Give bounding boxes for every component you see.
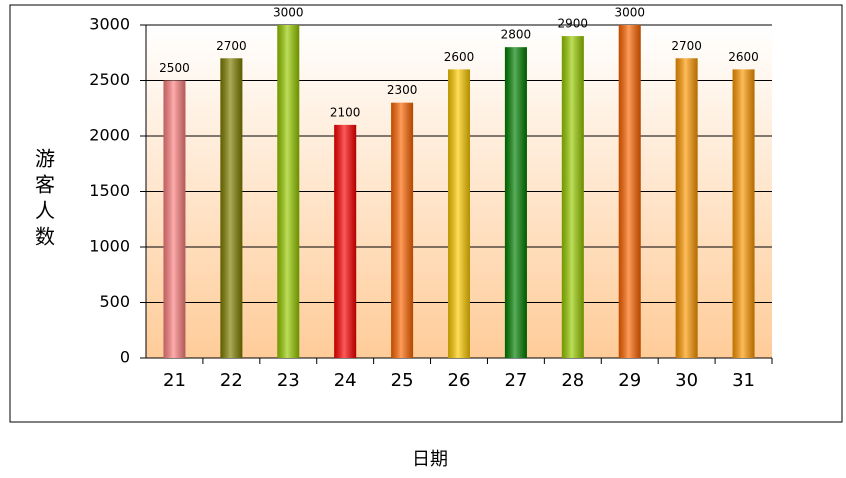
value-label: 2600	[728, 50, 759, 64]
x-axis-title: 日期	[412, 449, 448, 470]
value-label: 2500	[159, 61, 190, 75]
bar-shine	[504, 47, 527, 358]
value-label: 3000	[614, 6, 645, 20]
y-tick-label: 2000	[89, 126, 130, 145]
x-tick-label: 26	[448, 370, 471, 391]
bar-shine	[334, 124, 357, 359]
value-label: 2800	[501, 28, 532, 42]
value-label: 2900	[558, 17, 589, 31]
y-tick-label: 1500	[89, 181, 130, 200]
x-tick-label: 24	[334, 370, 357, 391]
bar-shine	[561, 36, 584, 358]
x-tick-label: 30	[675, 370, 698, 391]
y-tick-label: 500	[99, 292, 130, 311]
x-tick-label: 21	[163, 370, 186, 391]
bar-shine	[391, 102, 414, 358]
x-tick-label: 28	[561, 370, 584, 391]
value-label: 2700	[671, 39, 702, 53]
bar-shine	[675, 58, 698, 359]
value-label: 3000	[273, 6, 304, 20]
value-label: 2300	[387, 83, 418, 97]
bar-shine	[618, 25, 641, 358]
bar-shine	[163, 80, 186, 358]
x-tick-label: 27	[504, 370, 527, 391]
value-label: 2100	[330, 105, 361, 119]
bar-shine	[277, 25, 300, 358]
bar-shine	[220, 58, 243, 359]
x-tick-label: 25	[391, 370, 414, 391]
y-tick-label: 2500	[89, 70, 130, 89]
value-label: 2600	[444, 50, 475, 64]
bar-shine	[732, 69, 755, 359]
y-axis-title: 游客人数	[32, 148, 56, 252]
x-tick-label: 23	[277, 370, 300, 391]
bar-shine	[448, 69, 470, 359]
x-tick-label: 31	[732, 370, 755, 391]
x-tick-label: 29	[618, 370, 641, 391]
value-label: 2700	[216, 39, 247, 53]
y-tick-label: 3000	[89, 15, 130, 34]
y-tick-label: 1000	[89, 237, 130, 256]
y-tick-label: 0	[120, 348, 130, 367]
x-tick-label: 22	[220, 370, 243, 391]
